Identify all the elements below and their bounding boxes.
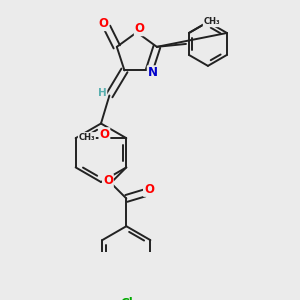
Text: O: O [99, 128, 110, 141]
Text: CH₃: CH₃ [203, 17, 220, 26]
Text: O: O [98, 17, 109, 30]
Text: Cl: Cl [120, 297, 133, 300]
Text: N: N [148, 66, 158, 79]
Text: CH₃: CH₃ [79, 133, 95, 142]
Text: O: O [135, 22, 145, 35]
Text: H: H [98, 88, 106, 98]
Text: O: O [103, 174, 113, 188]
Text: O: O [144, 183, 154, 196]
